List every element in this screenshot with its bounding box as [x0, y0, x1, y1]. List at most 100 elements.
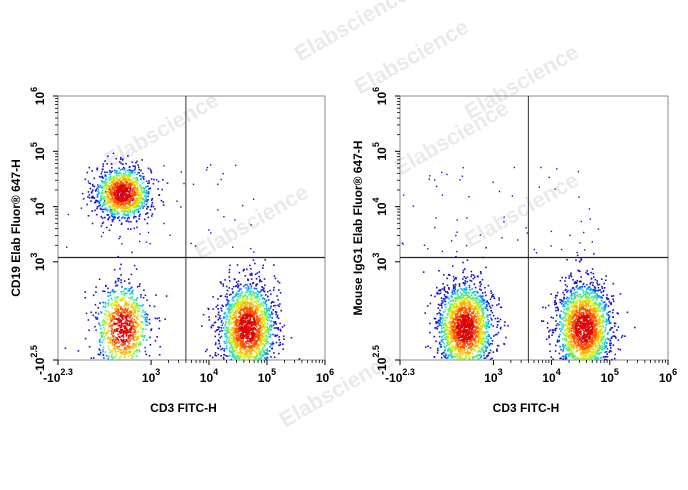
- event-dot: [250, 299, 253, 301]
- event-dot: [165, 295, 168, 297]
- event-dot: [111, 324, 114, 326]
- event-dot: [453, 355, 456, 358]
- event-dot: [108, 170, 111, 173]
- event-dot: [103, 320, 106, 322]
- event-dot: [129, 184, 132, 186]
- event-dot: [120, 293, 123, 295]
- event-dot: [249, 340, 252, 343]
- event-dot: [452, 331, 455, 334]
- event-dot: [107, 155, 109, 158]
- event-dot: [224, 333, 226, 335]
- event-dot: [448, 348, 451, 351]
- event-dot: [448, 342, 450, 344]
- event-dot: [248, 353, 251, 355]
- event-dot: [210, 326, 213, 329]
- event-dot: [116, 170, 118, 173]
- event-dot: [117, 195, 120, 198]
- event-dot: [228, 294, 231, 296]
- event-dot: [447, 329, 449, 331]
- event-dot: [503, 342, 505, 345]
- event-dot: [110, 317, 112, 319]
- event-dot: [233, 296, 236, 298]
- event-dot: [114, 341, 116, 343]
- event-dot: [131, 210, 134, 212]
- event-dot: [123, 177, 126, 180]
- event-dot: [98, 175, 101, 178]
- event-dot: [462, 290, 465, 292]
- event-dot: [142, 172, 144, 175]
- event-dot: [114, 344, 116, 347]
- event-dot: [250, 353, 253, 356]
- event-dot: [451, 333, 453, 335]
- event-dot: [100, 312, 103, 314]
- event-dot: [246, 301, 249, 303]
- event-dot: [143, 178, 145, 181]
- event-dot: [156, 179, 158, 181]
- event-dot: [491, 295, 493, 297]
- event-dot: [119, 336, 121, 338]
- event-dot: [102, 208, 104, 211]
- event-dot: [226, 316, 229, 318]
- event-dot: [120, 298, 123, 301]
- event-dot: [484, 291, 486, 294]
- event-dot: [489, 349, 492, 352]
- event-dot: [250, 337, 252, 340]
- event-dot: [232, 305, 235, 308]
- event-dot: [116, 337, 118, 339]
- event-dot: [253, 342, 255, 344]
- event-dot: [111, 167, 113, 169]
- event-dot: [461, 357, 463, 360]
- event-dot: [121, 322, 123, 325]
- event-dot: [434, 317, 437, 320]
- event-dot: [249, 264, 251, 267]
- event-dot: [124, 352, 127, 354]
- event-dot: [450, 332, 453, 334]
- event-dot: [132, 299, 135, 301]
- event-dot: [248, 319, 250, 321]
- event-dot: [244, 302, 246, 305]
- event-dot: [120, 348, 123, 351]
- event-dot: [256, 305, 258, 307]
- event-dot: [265, 329, 267, 331]
- event-dot: [124, 312, 126, 314]
- event-dot: [269, 313, 272, 316]
- event-dot: [440, 345, 443, 348]
- event-dot: [241, 204, 244, 207]
- event-dot: [231, 299, 233, 301]
- event-dot: [129, 298, 132, 300]
- event-dot: [256, 339, 259, 341]
- event-dot: [123, 196, 125, 199]
- event-dot: [481, 310, 484, 313]
- event-dot: [468, 286, 471, 289]
- event-dot: [257, 306, 260, 308]
- event-dot: [448, 329, 451, 332]
- event-dot: [137, 164, 139, 166]
- event-dot: [138, 200, 141, 203]
- event-dot: [451, 323, 453, 326]
- event-dot: [444, 309, 447, 312]
- event-dot: [154, 208, 156, 210]
- event-dot: [226, 336, 229, 339]
- event-dot: [125, 292, 127, 295]
- event-dot: [144, 320, 147, 323]
- event-dot: [123, 348, 126, 350]
- event-dot: [108, 182, 111, 185]
- event-dot: [481, 308, 483, 310]
- event-dot: [236, 325, 238, 327]
- event-dot: [256, 307, 258, 310]
- event-dot: [244, 356, 247, 359]
- event-dot: [109, 189, 112, 191]
- event-dot: [109, 169, 111, 172]
- event-dot: [113, 217, 115, 219]
- event-dot: [472, 300, 474, 302]
- event-dot: [96, 196, 99, 198]
- event-dot: [472, 277, 475, 280]
- event-dot: [230, 311, 232, 314]
- event-dot: [449, 315, 452, 317]
- event-dot: [451, 296, 453, 299]
- event-dot: [268, 314, 271, 316]
- event-dot: [247, 340, 249, 342]
- event-dot: [246, 330, 248, 333]
- event-dot: [243, 353, 246, 355]
- event-dot: [452, 327, 454, 329]
